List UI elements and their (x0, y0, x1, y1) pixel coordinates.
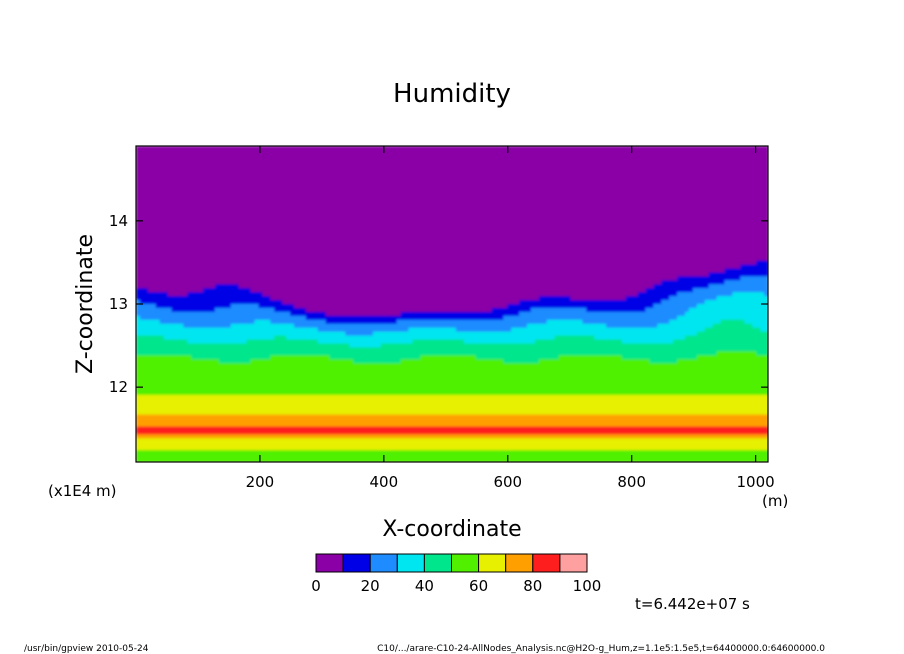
colorbar-swatch (315, 553, 344, 573)
y-axis-unit: (x1E4 m) (48, 482, 117, 500)
y-axis-label: Z-coordinate (73, 234, 98, 374)
y-tick-label: 14 (109, 212, 128, 230)
x-tick-label: 200 (246, 473, 275, 491)
colorbar-swatch (559, 553, 588, 573)
colorbar-tick-label: 40 (415, 577, 434, 595)
colorbar-swatch (505, 553, 534, 573)
colorbar-tick-label: 80 (523, 577, 542, 595)
colorbar-tick-label: 100 (573, 577, 602, 595)
colorbar-swatch (342, 553, 371, 573)
colorbar-swatch (396, 553, 425, 573)
x-tick-label: 1000 (737, 473, 775, 491)
colorbar-tick-label: 20 (361, 577, 380, 595)
y-axis: 12 13 14 (109, 212, 768, 396)
colorbar-swatch (532, 553, 561, 573)
heatmap-field (136, 146, 768, 462)
x-axis-unit: (m) (762, 492, 788, 510)
colorbar-swatch (478, 553, 507, 573)
colorbar-swatch (369, 553, 398, 573)
x-tick-label: 800 (617, 473, 646, 491)
colorbar-swatch (423, 553, 452, 573)
y-tick-label: 13 (109, 295, 128, 313)
footer-right: C10/.../arare-C10-24-AllNodes_Analysis.n… (377, 644, 825, 654)
y-tick-label: 12 (109, 378, 128, 396)
colorbar-tick-label: 0 (311, 577, 321, 595)
colorbar-tick-label: 60 (469, 577, 488, 595)
x-axis: 200 400 600 800 1000 (246, 146, 775, 491)
footer-left: /usr/bin/gpview 2010-05-24 (24, 644, 149, 654)
x-tick-label: 600 (493, 473, 522, 491)
colorbar-swatch (451, 553, 480, 573)
chart-title: Humidity (393, 79, 511, 109)
colorbar: 0 20 40 60 80 100 (311, 553, 602, 595)
x-tick-label: 400 (370, 473, 399, 491)
time-label: t=6.442e+07 s (635, 595, 750, 613)
x-axis-label: X-coordinate (382, 517, 521, 542)
